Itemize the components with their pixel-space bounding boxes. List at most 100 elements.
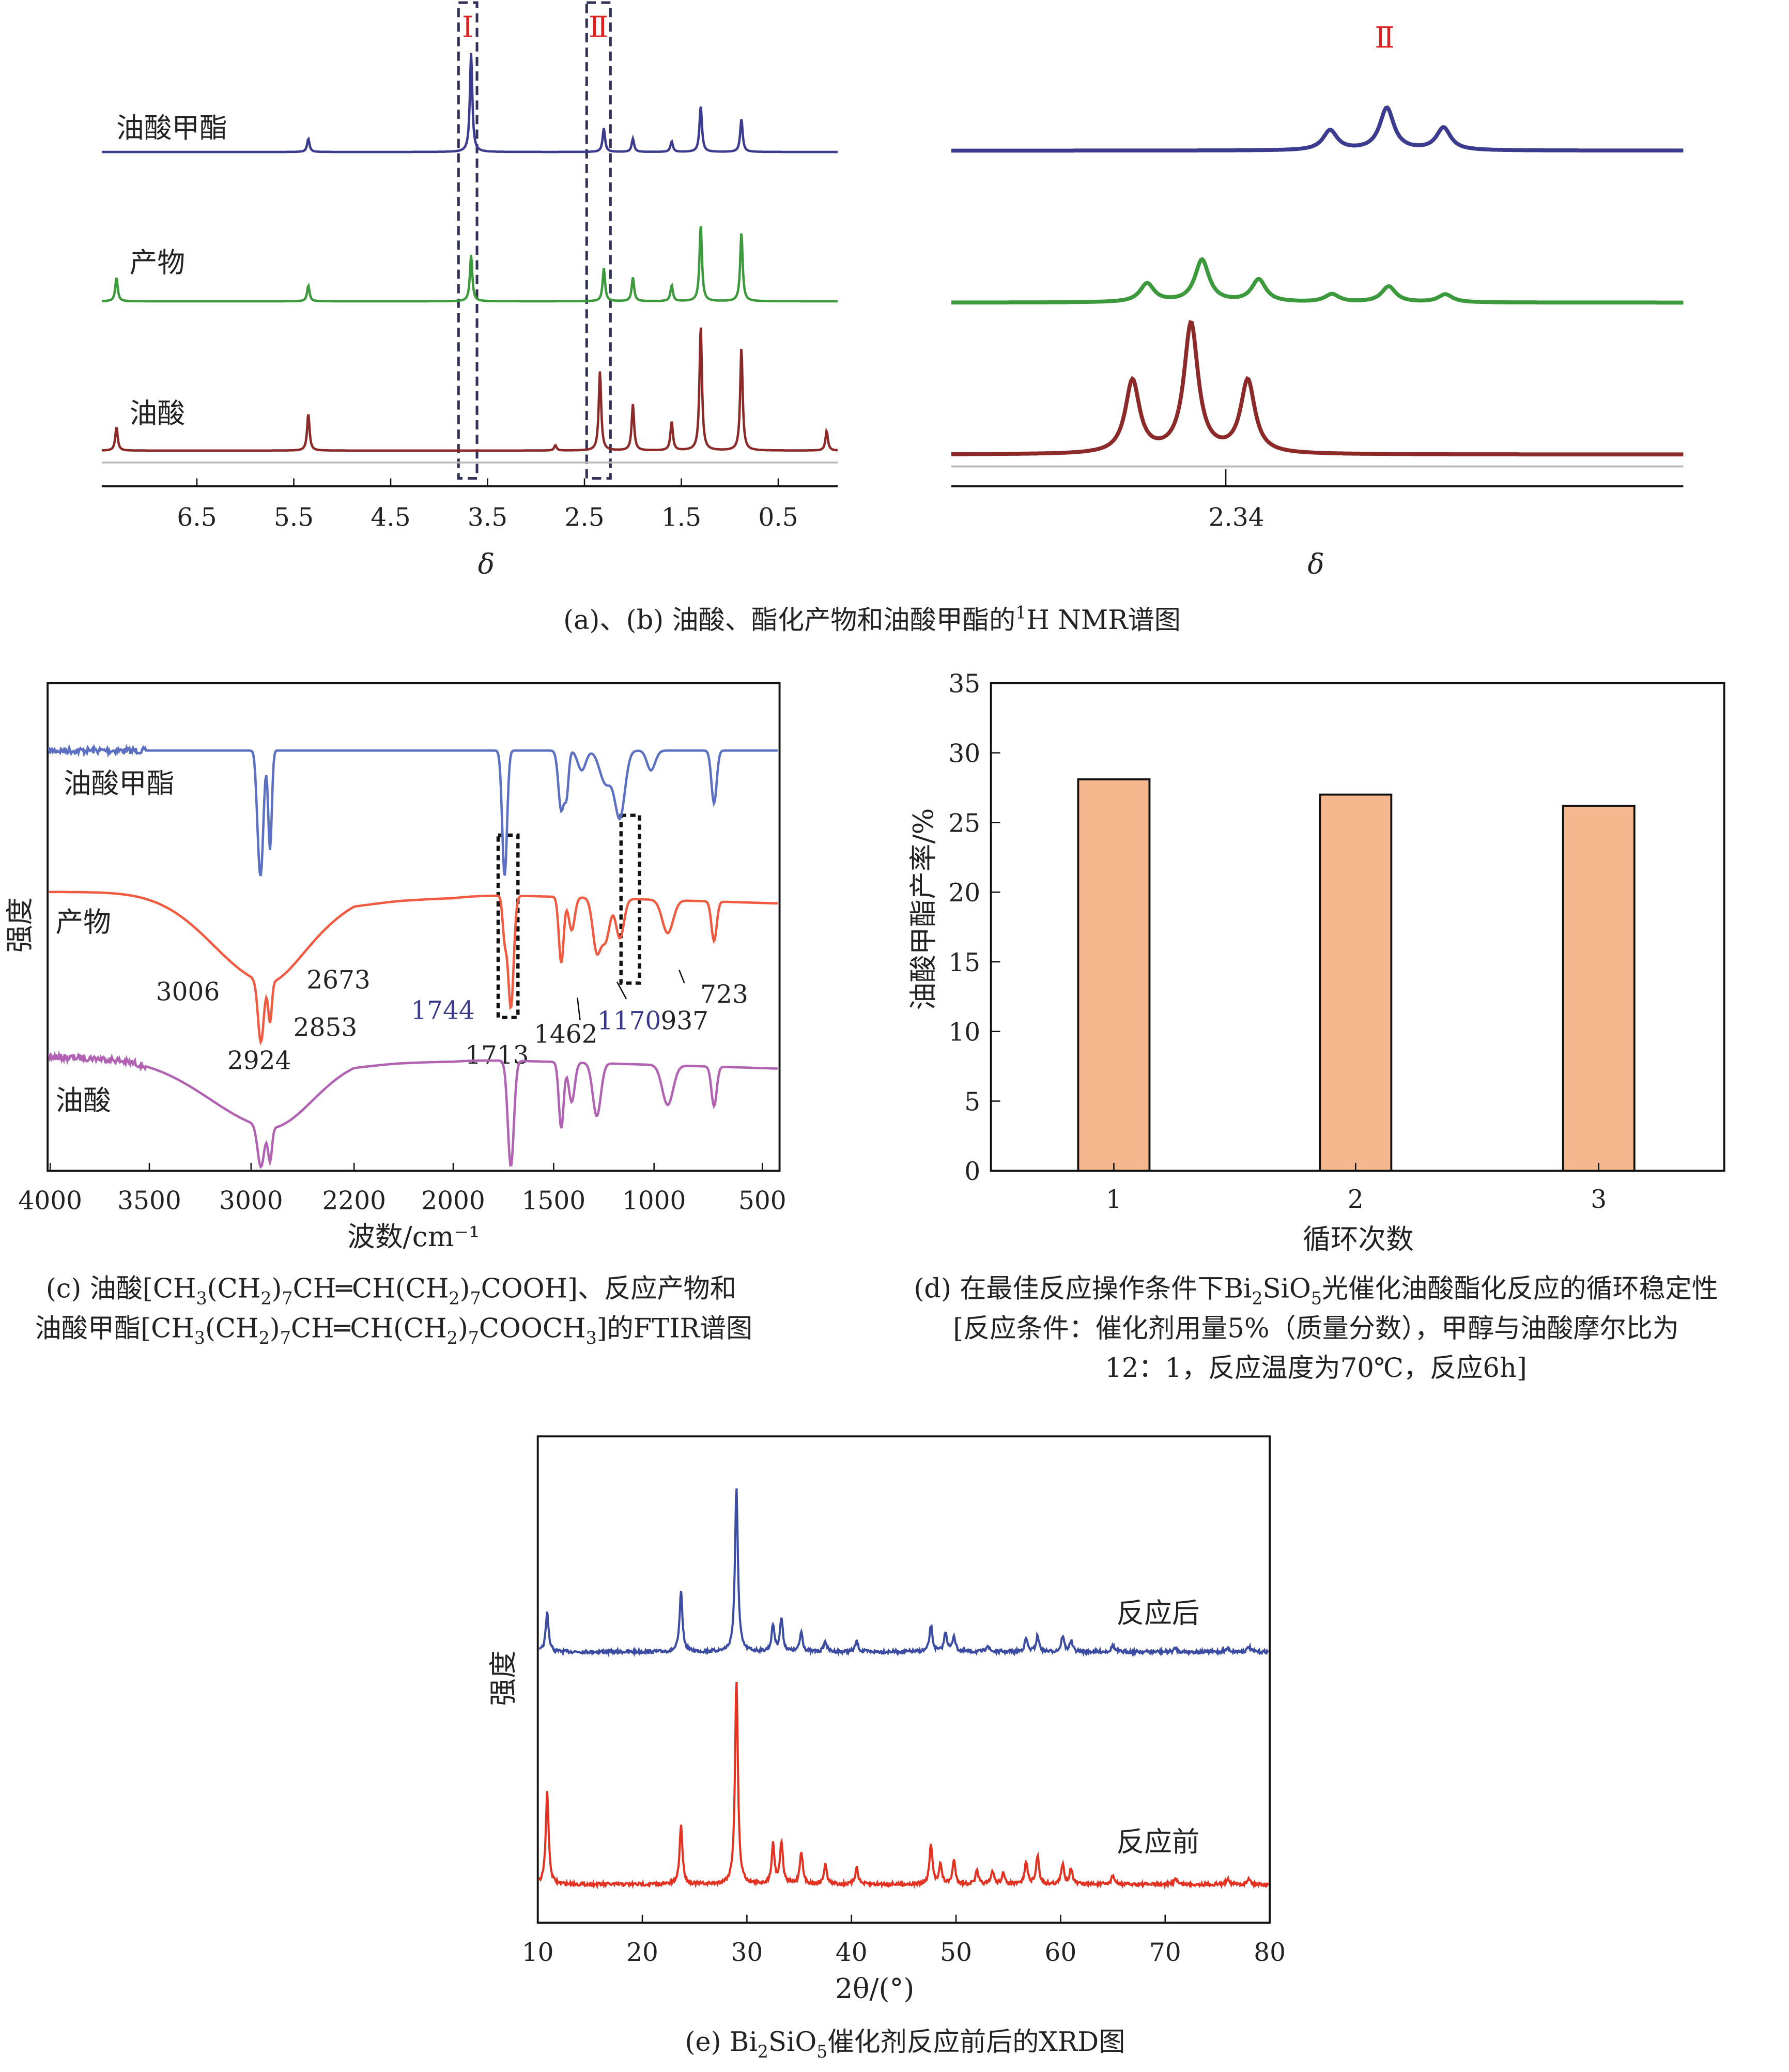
- panel-e-xrd: 反应后 反应前 强度 2θ/(°) 10 20 30 40 50 60 70 80: [487, 1435, 1286, 2005]
- caption-segment: 3: [194, 1328, 205, 1348]
- caption-segment: 7: [282, 1288, 292, 1309]
- series-label-product: 产物: [55, 906, 111, 939]
- nmr-zoom-trace-1: [951, 257, 1684, 305]
- caption-segment: 5: [816, 2042, 827, 2062]
- x-tick-label: 1000: [622, 1186, 686, 1215]
- caption-segment: (CH: [205, 1313, 259, 1344]
- y-axis-label: 油酸甲酯产率/%: [907, 808, 939, 1010]
- bar-cycle-3: [1562, 805, 1636, 1172]
- caption-d-line2: [反应条件：催化剂用量5%（质量分数），甲醇与油酸摩尔比为: [953, 1313, 1679, 1344]
- x-axis-label: δ: [1307, 548, 1324, 580]
- x-tick-label: 2000: [421, 1186, 485, 1215]
- leader-line: [616, 981, 627, 1000]
- x-tick-label: 500: [738, 1186, 786, 1215]
- caption-c-line2: 油酸甲酯[CH3​(CH2​)7​CH═CH(CH2​)7​COOCH3​]的F…: [35, 1313, 753, 1348]
- nmr-trace-2: [101, 327, 838, 452]
- caption-segment: 油酸甲酯[CH: [35, 1313, 194, 1344]
- x-tick-label: 80: [1254, 1938, 1286, 1967]
- caption-segment: COOH]、反应产物和: [481, 1274, 736, 1304]
- y-tick-label: 25: [948, 809, 980, 838]
- series-label-oleic-acid: 油酸: [130, 397, 185, 429]
- caption-segment: COOCH: [479, 1313, 586, 1344]
- ftir-trace-2: [48, 1050, 778, 1169]
- peak-label: 937: [660, 1007, 708, 1036]
- caption-segment: ): [271, 1274, 282, 1304]
- y-tick-label: 30: [948, 740, 980, 769]
- x-tick-label: 60: [1045, 1938, 1077, 1967]
- x-tick-label: 20: [626, 1938, 658, 1967]
- caption-segment: H NMR谱图: [1026, 605, 1181, 636]
- ftir-trace-0: [48, 743, 778, 877]
- bar-cycle-2: [1319, 793, 1393, 1172]
- caption-segment: ]的FTIR谱图: [597, 1313, 753, 1344]
- caption-segment: 5: [1311, 1288, 1322, 1309]
- caption-ab: (a)、(b) 油酸、酯化产物和油酸甲酯的1​H NMR谱图: [563, 603, 1181, 636]
- caption-segment: CH═CH(CH: [291, 1313, 447, 1344]
- caption-segment: 12：1，反应温度为70℃，反应6h]: [1105, 1353, 1526, 1384]
- series-label-methyl-oleate: 油酸甲酯: [64, 767, 175, 800]
- x-tick-label: 10: [522, 1938, 554, 1967]
- y-tick-label: 15: [948, 948, 980, 977]
- caption-segment: [反应条件：催化剂用量5%（质量分数），甲醇与油酸摩尔比为: [953, 1313, 1679, 1344]
- peak-label: 2853: [294, 1014, 358, 1042]
- peak-label: 723: [700, 980, 748, 1009]
- caption-segment: 2: [1252, 1288, 1262, 1309]
- x-tick-label: 70: [1149, 1938, 1181, 1967]
- bar-cycle-1: [1077, 778, 1151, 1172]
- caption-segment: ): [458, 1313, 468, 1344]
- leader-line: [678, 970, 685, 984]
- x-tick-label: 4.5: [371, 503, 410, 532]
- caption-c-line1: (c) 油酸[CH3​(CH2​)7​CH═CH(CH2​)7​COOH]、反应…: [46, 1274, 736, 1309]
- caption-d-line1: (d) 在最佳反应操作条件下Bi2​SiO5​光催化油酸酯化反应的循环稳定性: [914, 1274, 1718, 1309]
- x-tick-label: 40: [836, 1938, 868, 1967]
- nmr-zoom-trace-0: [951, 105, 1684, 153]
- plot-frame: [47, 682, 781, 1172]
- panel-b-nmr-zoom: Ⅱ δ 2.34: [951, 21, 1684, 580]
- x-tick-label: 2200: [322, 1186, 386, 1215]
- x-tick-label: 2.5: [564, 503, 604, 532]
- ftir-trace-1: [49, 891, 778, 1046]
- y-tick-label: 5: [964, 1087, 980, 1116]
- peak-label: 1462: [534, 1020, 598, 1049]
- x-tick-label: 3500: [117, 1186, 181, 1215]
- panel-d-bar: 循环次数 油酸甲酯产率/% 0 5 10 15 20 25 30 35 1 2 3: [907, 670, 1725, 1255]
- caption-segment: 7: [280, 1328, 291, 1348]
- series-label-oleic-acid: 油酸: [55, 1084, 111, 1117]
- nmr-trace-1: [101, 226, 838, 303]
- caption-segment: 3: [196, 1288, 207, 1309]
- region-label-II: Ⅱ: [589, 11, 608, 44]
- x-tick-label: 2: [1348, 1185, 1364, 1214]
- caption-segment: 2: [758, 2042, 768, 2062]
- series-label-methyl-oleate: 油酸甲酯: [116, 112, 227, 144]
- y-tick-label: 20: [948, 879, 980, 908]
- panel-c-ftir: 油酸甲酯 产物 油酸 3006 2924 2853 2673 1744 1713…: [3, 682, 786, 1253]
- caption-segment: (e) Bi: [685, 2027, 757, 2058]
- x-tick-label: 4000: [18, 1186, 82, 1215]
- caption-segment: ): [460, 1274, 470, 1304]
- y-axis-label: 强度: [3, 897, 36, 953]
- caption-segment: 3: [586, 1328, 597, 1348]
- caption-segment: 2: [260, 1288, 271, 1309]
- x-tick-label: 1: [1106, 1185, 1122, 1214]
- x-tick-label: 30: [731, 1938, 763, 1967]
- series-label-before: 反应前: [1117, 1825, 1200, 1858]
- peak-label: 2673: [306, 965, 371, 994]
- nmr-trace-0: [101, 53, 838, 154]
- x-tick-label: 2.34: [1208, 503, 1264, 532]
- caption-segment: SiO: [768, 2027, 816, 2058]
- x-tick-label: 1.5: [661, 503, 701, 532]
- x-tick-label: 5.5: [274, 503, 314, 532]
- caption-segment: 1: [1015, 603, 1026, 623]
- x-tick-label: 3000: [219, 1186, 283, 1215]
- region-label-II: Ⅱ: [1375, 21, 1394, 55]
- x-tick-label: 0.5: [758, 503, 798, 532]
- plot-frame: [536, 1435, 1271, 1924]
- caption-segment: (CH: [207, 1274, 261, 1304]
- region-box-I: [457, 1, 479, 480]
- caption-segment: 光催化油酸酯化反应的循环稳定性: [1322, 1274, 1718, 1304]
- y-tick-label: 10: [948, 1018, 980, 1047]
- x-axis-label: 波数/cm⁻¹: [347, 1220, 480, 1253]
- series-label-product: 产物: [130, 247, 185, 279]
- x-tick-label: 6.5: [177, 503, 217, 532]
